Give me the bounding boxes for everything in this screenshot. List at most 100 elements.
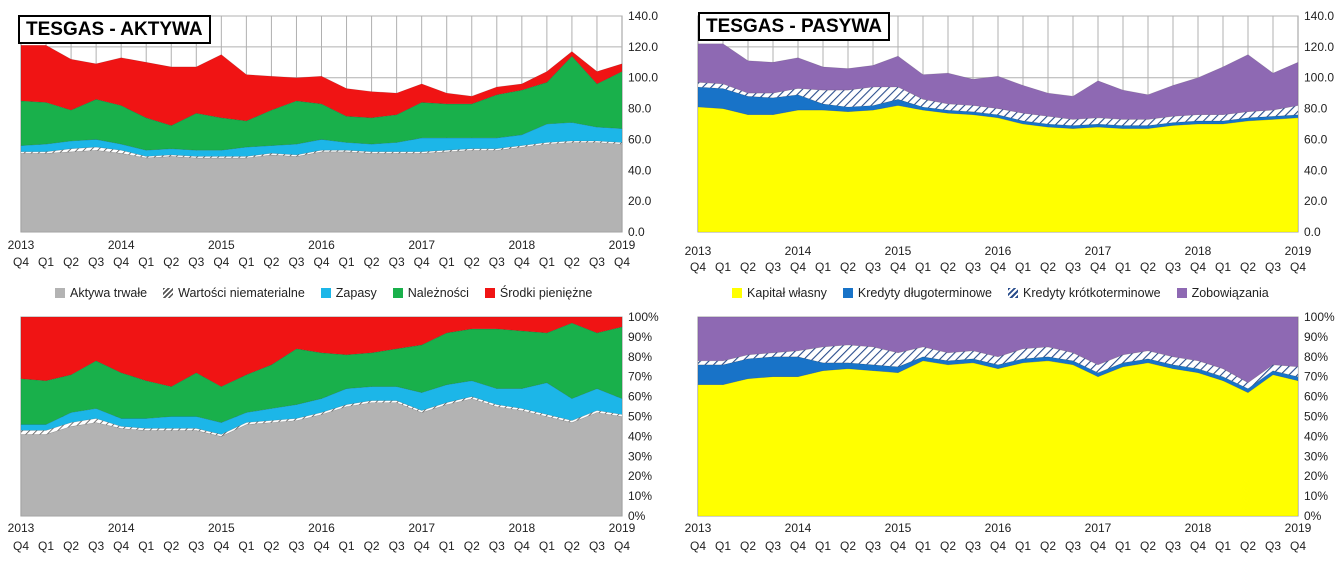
x-quarter-label: Q4 [690, 539, 706, 553]
x-quarter-label: Q4 [313, 539, 329, 553]
x-quarter-label: Q1 [815, 260, 831, 274]
area-series-3 [697, 316, 1299, 384]
y-tick-label: 80.0 [628, 102, 652, 116]
area-series-0 [697, 105, 1299, 233]
legend-item-kredyty-dlugoterminowe: Kredyty długoterminowe [842, 286, 993, 300]
x-quarter-label: Q4 [890, 260, 906, 274]
x-quarter-label: Q3 [489, 539, 505, 553]
legend-swatch-kredyty-krotkoterminowe [1008, 288, 1019, 298]
chart-aktywa_pct: 0% 10% 20% 30% 40% 50% 60% 70% 80% 90% 100% 2013 201… [8, 310, 659, 553]
x-quarter-label: Q3 [88, 255, 104, 269]
x-year-label: 2017 [408, 521, 435, 535]
x-quarter-label: Q4 [1190, 260, 1206, 274]
y-tick-label: 30% [1304, 449, 1328, 463]
x-quarter-label: Q3 [589, 255, 605, 269]
y-tick-label: 0% [1304, 509, 1322, 523]
x-quarter-label: Q4 [790, 539, 806, 553]
legend-swatch-naleznosci [392, 288, 403, 298]
x-quarter-label: Q4 [13, 539, 29, 553]
chart-aktywa: 0.0 20.0 40.0 60.0 80.0 100.0 120.0 140.0 2013 20… [8, 9, 659, 269]
x-quarter-label: Q1 [539, 539, 555, 553]
x-quarter-label: Q4 [514, 255, 530, 269]
x-quarter-label: Q4 [614, 539, 630, 553]
legend-item-aktywa-trwale: Aktywa trwałe [55, 286, 147, 300]
legend-swatch-kredyty-dlugoterminowe [842, 288, 853, 298]
x-quarter-label: Q4 [1090, 260, 1106, 274]
x-year-label: 2018 [1185, 521, 1212, 535]
x-quarter-label: Q2 [1140, 539, 1156, 553]
x-quarter-label: Q1 [138, 255, 154, 269]
legend-swatch-zobowiazania [1176, 288, 1187, 298]
x-quarter-label: Q3 [288, 255, 304, 269]
area-series-3 [697, 43, 1299, 120]
x-quarter-label: Q4 [614, 255, 630, 269]
area-series-0 [20, 142, 623, 233]
x-year-label: 2018 [1185, 244, 1212, 258]
x-quarter-label: Q2 [1240, 539, 1256, 553]
legend-label-zapasy: Zapasy [335, 286, 377, 300]
area-series-2 [697, 344, 1299, 389]
x-year-label: 2014 [108, 521, 135, 535]
x-quarter-label: Q3 [188, 539, 204, 553]
legend-label-kredyty-dlugoterminowe: Kredyty długoterminowe [857, 286, 993, 300]
x-year-label: 2017 [1085, 521, 1112, 535]
x-quarter-label: Q4 [113, 539, 129, 553]
x-year-label: 2015 [208, 521, 235, 535]
x-quarter-label: Q3 [1265, 539, 1281, 553]
y-tick-label: 10% [628, 489, 652, 503]
y-tick-label: 0% [628, 509, 646, 523]
x-year-label: 2014 [108, 238, 135, 252]
y-tick-label: 120.0 [1304, 40, 1334, 54]
x-quarter-label: Q2 [940, 539, 956, 553]
y-tick-label: 20.0 [1304, 194, 1328, 208]
x-year-label: 2019 [609, 521, 636, 535]
chart-pasywa_pct: 0% 10% 20% 30% 40% 50% 60% 70% 80% 90% 100% 2013 201… [685, 310, 1335, 553]
x-quarter-label: Q2 [940, 260, 956, 274]
legend-item-naleznosci: Należności [392, 286, 469, 300]
legend-swatch-wartosci-niematerialne [163, 288, 174, 298]
x-quarter-label: Q3 [1065, 539, 1081, 553]
x-quarter-label: Q4 [213, 539, 229, 553]
area-series-4 [20, 45, 623, 126]
y-tick-label: 20% [628, 469, 652, 483]
x-quarter-label: Q1 [815, 539, 831, 553]
x-quarter-label: Q3 [765, 260, 781, 274]
legend-label-srodki-pieniezne: Środki pieniężne [499, 286, 593, 300]
area-series-2 [697, 81, 1299, 126]
y-tick-label: 60.0 [1304, 132, 1328, 146]
x-quarter-label: Q2 [364, 539, 380, 553]
y-tick-label: 100% [1304, 310, 1335, 324]
x-year-label: 2017 [408, 238, 435, 252]
x-year-label: 2013 [8, 238, 35, 252]
x-quarter-label: Q4 [213, 255, 229, 269]
x-quarter-label: Q3 [88, 539, 104, 553]
x-quarter-label: Q1 [339, 255, 355, 269]
legend-item-wartosci-niematerialne: Wartości niematerialne [163, 286, 305, 300]
x-quarter-label: Q4 [990, 260, 1006, 274]
y-tick-label: 100.0 [1304, 71, 1334, 85]
legend-swatch-kapital-wlasny [732, 288, 742, 298]
x-quarter-label: Q3 [765, 539, 781, 553]
area-series-4 [20, 316, 623, 387]
y-tick-label: 20.0 [628, 194, 652, 208]
x-quarter-label: Q3 [865, 260, 881, 274]
x-quarter-label: Q2 [163, 255, 179, 269]
area-series-1 [697, 356, 1299, 393]
y-tick-label: 40.0 [1304, 163, 1328, 177]
legend-pasywa: Kapitał własny Kredyty długoterminowe Kr… [732, 286, 1285, 300]
legend-item-kredyty-krotkoterminowe: Kredyty krótkoterminowe [1008, 286, 1161, 300]
x-quarter-label: Q4 [313, 255, 329, 269]
x-quarter-label: Q2 [63, 255, 79, 269]
x-quarter-label: Q1 [38, 539, 54, 553]
x-year-label: 2019 [1285, 521, 1312, 535]
x-quarter-label: Q4 [1190, 539, 1206, 553]
x-quarter-label: Q1 [238, 539, 254, 553]
legend-item-kapital-wlasny: Kapitał własny [732, 286, 827, 300]
x-quarter-label: Q3 [1165, 539, 1181, 553]
y-tick-label: 40% [628, 429, 652, 443]
x-year-label: 2019 [609, 238, 636, 252]
x-quarter-label: Q2 [63, 539, 79, 553]
x-quarter-label: Q2 [263, 539, 279, 553]
x-year-label: 2014 [785, 521, 812, 535]
